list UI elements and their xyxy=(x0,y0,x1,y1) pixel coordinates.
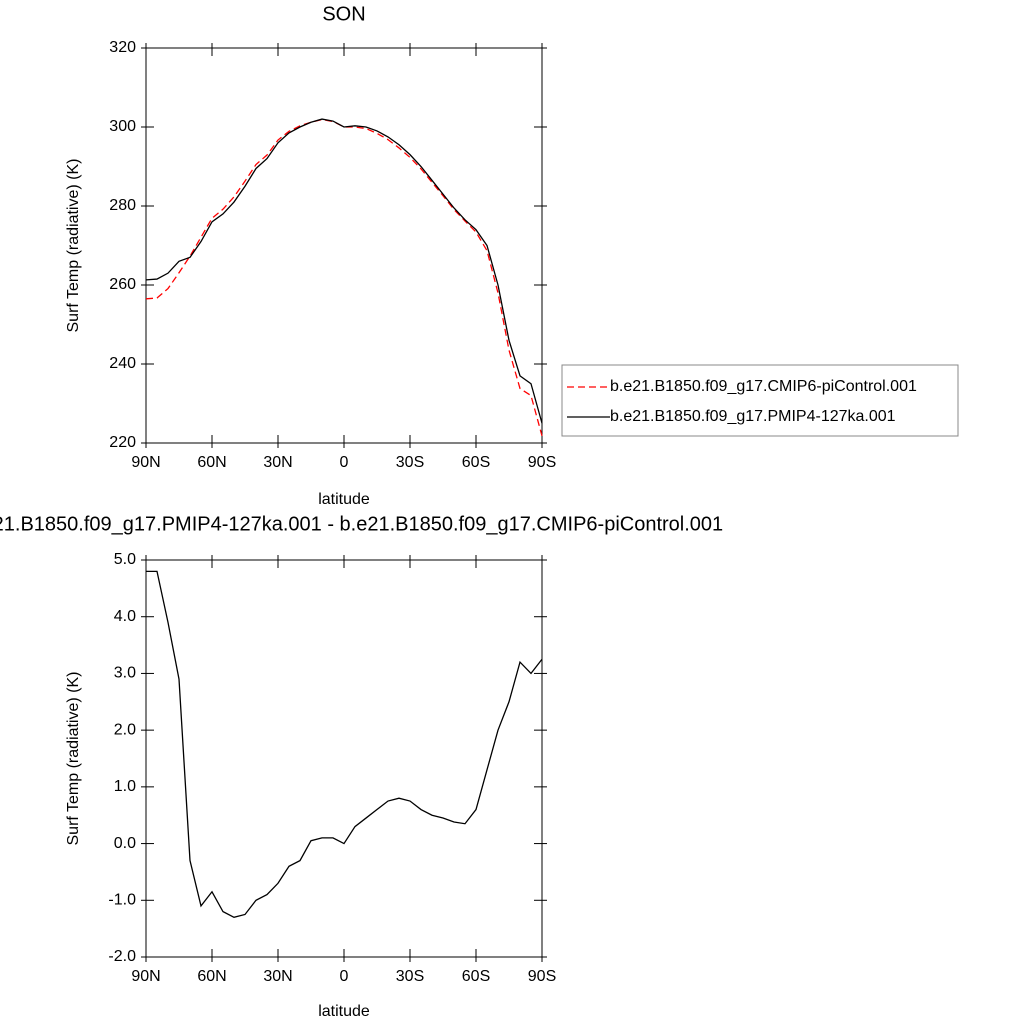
y-tick-label: 300 xyxy=(109,118,136,135)
x-tick-label: 30S xyxy=(396,968,424,985)
x-tick-label: 60S xyxy=(462,454,490,471)
y-tick-label: 5.0 xyxy=(114,551,136,568)
y-tick-label: -2.0 xyxy=(108,948,136,965)
x-tick-label: 0 xyxy=(340,968,349,985)
data-line xyxy=(146,570,543,918)
y-tick-label: 0.0 xyxy=(114,835,136,852)
y-tick-label: 260 xyxy=(109,276,136,293)
x-tick-label: 90N xyxy=(131,968,160,985)
y-tick-label: 280 xyxy=(109,197,136,214)
chart-title: SON xyxy=(322,3,365,25)
y-tick-label: 4.0 xyxy=(114,608,136,625)
y-tick-label: 240 xyxy=(109,355,136,372)
y-axis-label: Surf Temp (radiative) (K) xyxy=(65,672,82,846)
y-tick-label: 1.0 xyxy=(114,778,136,795)
plot-frame xyxy=(145,47,543,444)
x-tick-label: 60N xyxy=(197,454,226,471)
x-axis-label: latitude xyxy=(318,491,370,508)
y-tick-label: 320 xyxy=(109,39,136,56)
y-tick-label: 2.0 xyxy=(114,721,136,738)
x-tick-label: 90N xyxy=(131,454,160,471)
x-tick-label: 0 xyxy=(340,454,349,471)
x-axis-label: latitude xyxy=(318,1003,370,1020)
legend-box xyxy=(561,364,959,437)
x-tick-label: 30N xyxy=(263,454,292,471)
x-tick-label: 30S xyxy=(396,454,424,471)
data-line xyxy=(145,118,543,424)
y-axis-label: Surf Temp (radiative) (K) xyxy=(65,159,82,333)
legend-label: b.e21.B1850.f09_g17.CMIP6-piControl.001 xyxy=(610,378,917,395)
x-tick-label: 30N xyxy=(263,968,292,985)
x-tick-label: 90S xyxy=(528,454,556,471)
x-tick-label: 60N xyxy=(197,968,226,985)
y-tick-label: 3.0 xyxy=(114,665,136,682)
plot-frame xyxy=(145,559,543,958)
chart-title: b.e21.B1850.f09_g17.PMIP4-127ka.001 - b.… xyxy=(0,513,723,535)
y-tick-label: 220 xyxy=(109,434,136,451)
x-tick-label: 90S xyxy=(528,968,556,985)
legend-label: b.e21.B1850.f09_g17.PMIP4-127ka.001 xyxy=(610,408,896,425)
x-tick-label: 60S xyxy=(462,968,490,985)
data-line xyxy=(145,118,543,437)
y-tick-label: -1.0 xyxy=(108,892,136,909)
